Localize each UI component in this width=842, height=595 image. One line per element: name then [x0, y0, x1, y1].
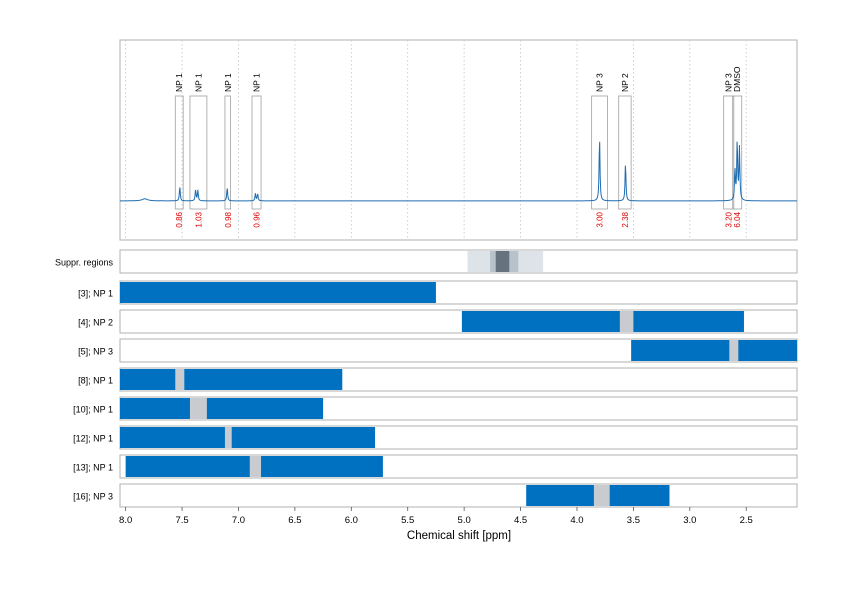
spectrum-frame	[119, 39, 798, 241]
x-tick-label: 2.5	[740, 515, 753, 526]
integral-value: 3.20	[725, 211, 734, 227]
x-tick-label: 8.0	[119, 515, 132, 526]
range-tracks: Suppr. regions [3]; NP 1 [4]; NP 2 [5]; NP …	[55, 249, 798, 508]
integration-box	[591, 95, 608, 210]
peak-label: DMSO	[732, 66, 742, 92]
track-label: [3]; NP 1	[78, 289, 113, 299]
range-gap	[175, 369, 185, 390]
track-label: [4]; NP 2	[78, 318, 113, 328]
integral-value: 2.38	[621, 211, 630, 227]
peak-label: NP 1	[193, 73, 203, 92]
range-bar	[631, 340, 797, 361]
integral-value: 0.98	[224, 211, 233, 227]
x-tick-label: 4.0	[570, 515, 583, 526]
peak-label: NP 3	[724, 73, 734, 92]
x-axis-label: Chemical shift [ppm]	[407, 530, 511, 542]
integration-box	[251, 95, 262, 210]
range-gap	[224, 427, 232, 448]
range-gap	[249, 456, 262, 477]
integration-box	[732, 95, 743, 210]
range-gap	[729, 340, 739, 361]
integration-box	[723, 95, 735, 210]
range-gap	[619, 311, 634, 332]
integral-value: 3.00	[596, 211, 605, 227]
integral-value: 0.86	[175, 211, 184, 227]
integral-value: 6.04	[733, 211, 742, 227]
suppressed-region	[495, 251, 510, 272]
x-tick-label: 7.5	[175, 515, 188, 526]
track-frame	[119, 249, 798, 274]
x-tick-label: 7.0	[232, 515, 245, 526]
range-bar	[461, 311, 744, 332]
integration-box	[618, 95, 632, 210]
x-tick-label: 5.5	[401, 515, 414, 526]
range-gap	[189, 398, 207, 419]
x-tick-label: 5.0	[458, 515, 471, 526]
x-axis: 8.0 7.5 7.0 6.5 6.0 5.5 5.0 4.5 4.0 3.5 3.0 2.5	[119, 507, 753, 526]
track-label: [8]; NP 1	[78, 376, 113, 386]
integration-box	[224, 95, 231, 210]
integral-value: 1.03	[194, 211, 203, 227]
range-bar	[120, 398, 324, 419]
peak-label: NP 1	[223, 73, 233, 92]
track-label: [5]; NP 3	[78, 347, 113, 357]
integration-box	[189, 95, 208, 210]
x-tick-label: 4.5	[514, 515, 527, 526]
track-label: [16]; NP 3	[73, 492, 113, 502]
track-label: [12]; NP 1	[73, 434, 113, 444]
peak-label: NP 3	[595, 73, 605, 92]
track-frame	[119, 483, 798, 508]
range-bar	[120, 282, 436, 303]
peak-label: NP 2	[620, 73, 630, 92]
track-label: [10]; NP 1	[73, 405, 113, 415]
integration-box	[174, 95, 184, 210]
x-tick-label: 3.5	[627, 515, 640, 526]
x-tick-label: 6.0	[345, 515, 358, 526]
peak-label: NP 1	[252, 73, 262, 92]
track-label: Suppr. regions	[55, 258, 114, 268]
track-label: [13]; NP 1	[73, 463, 113, 473]
spectrum-line	[120, 141, 797, 202]
range-bar	[120, 427, 376, 448]
integral-value: 0.96	[253, 211, 262, 227]
spectrum-panel: NP 1 0.86 NP 1 1.03 NP 1 0.98 NP 1 0.96 NP 3 3.00…	[119, 39, 798, 241]
x-tick-label: 3.0	[683, 515, 696, 526]
peak-label: NP 1	[174, 73, 184, 92]
x-tick-label: 6.5	[288, 515, 301, 526]
range-bar	[120, 369, 343, 390]
range-gap	[593, 485, 610, 506]
